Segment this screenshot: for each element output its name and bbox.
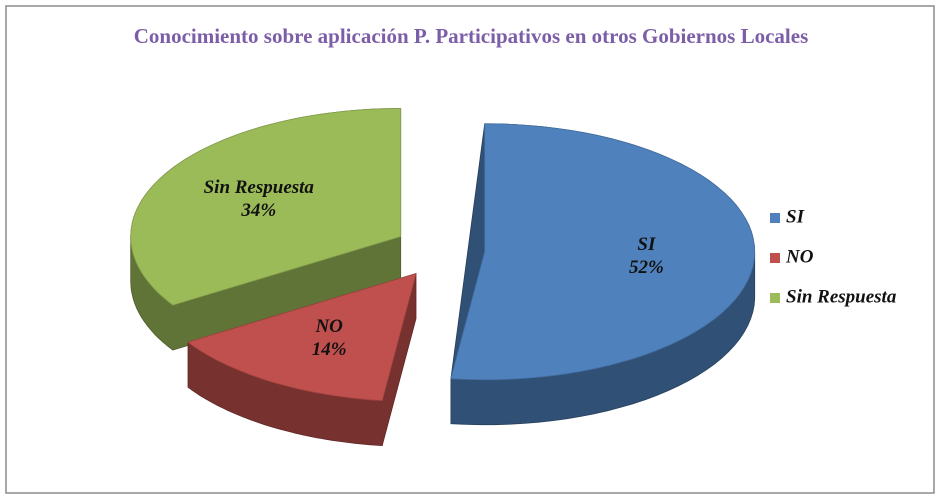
slice [187, 273, 417, 402]
slice-value-label: 52% [629, 257, 664, 278]
chart-title: Conocimiento sobre aplicación P. Partici… [134, 24, 809, 48]
slice-label: Sin Respuesta [204, 177, 315, 198]
legend-swatch [770, 213, 780, 223]
legend-swatch [770, 293, 780, 303]
slice-value-label: 14% [312, 339, 347, 360]
legend-swatch [770, 253, 780, 263]
slice-label: SI [637, 234, 656, 255]
slice [130, 108, 402, 306]
legend-label: NO [785, 246, 814, 267]
slice-label: NO [314, 316, 343, 337]
slice [450, 123, 756, 381]
legend-label: Sin Respuesta [786, 286, 897, 307]
slice-value-label: 34% [240, 200, 276, 221]
legend-label: SI [786, 206, 805, 227]
